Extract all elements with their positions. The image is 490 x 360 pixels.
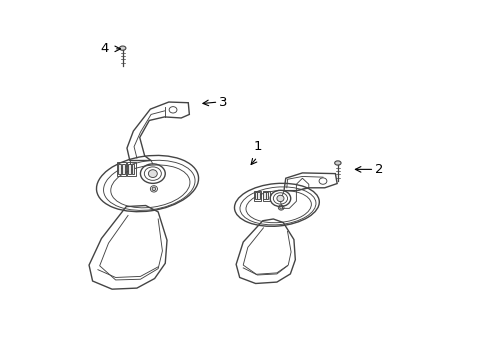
Ellipse shape xyxy=(148,170,157,177)
FancyBboxPatch shape xyxy=(266,192,269,199)
FancyBboxPatch shape xyxy=(255,192,257,199)
Ellipse shape xyxy=(280,206,283,209)
Text: 4: 4 xyxy=(101,42,109,55)
Ellipse shape xyxy=(120,46,126,50)
Text: 3: 3 xyxy=(220,95,228,108)
FancyBboxPatch shape xyxy=(122,165,125,174)
FancyBboxPatch shape xyxy=(257,192,260,199)
FancyBboxPatch shape xyxy=(128,165,131,174)
FancyBboxPatch shape xyxy=(264,192,266,199)
Ellipse shape xyxy=(335,161,341,165)
FancyBboxPatch shape xyxy=(132,165,134,174)
Text: 1: 1 xyxy=(253,140,262,153)
Text: 2: 2 xyxy=(375,163,384,176)
Ellipse shape xyxy=(277,195,284,202)
Ellipse shape xyxy=(152,187,156,191)
FancyBboxPatch shape xyxy=(119,165,122,174)
